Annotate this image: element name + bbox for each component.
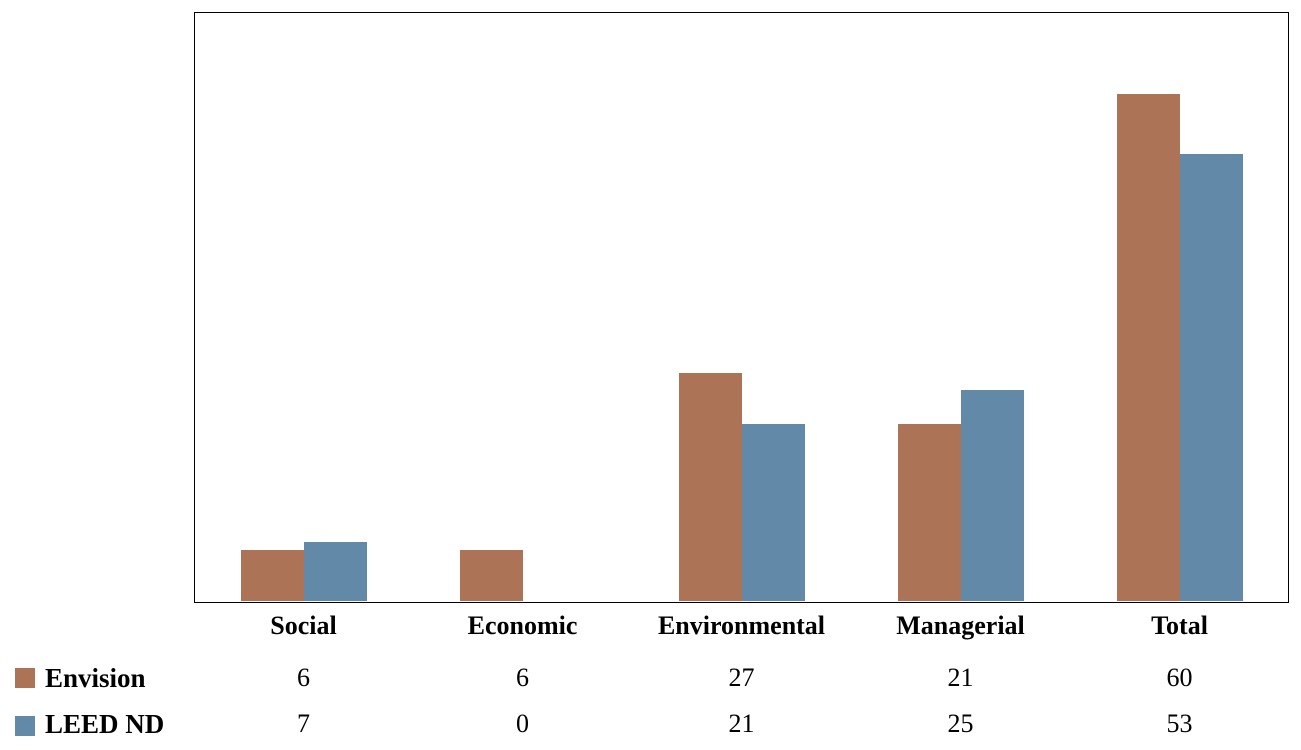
bar-envision-managerial [897,423,961,601]
bar-leed-nd-social [303,541,367,601]
category-label-total: Total [1151,611,1208,640]
bar-envision-environmental [678,373,742,601]
category-label-economic: Economic [467,611,578,640]
bar-envision-social [240,550,304,601]
table-value-leed-nd-managerial: 25 [947,709,974,738]
table-value-envision-total: 60 [1166,663,1193,692]
category-label-social: Social [270,611,337,640]
envision-legend-label: Envision [45,663,146,693]
table-value-leed-nd-total: 53 [1166,709,1193,738]
envision-legend-swatch [15,668,35,688]
table-value-envision-managerial: 21 [947,663,974,692]
table-value-leed-nd-environmental: 21 [728,709,755,738]
bar-leed-nd-managerial [960,389,1024,601]
table-value-envision-economic: 6 [516,663,529,692]
table-value-envision-social: 6 [297,663,310,692]
bar-leed-nd-environmental [741,423,805,601]
table-value-leed-nd-social: 7 [297,709,310,738]
table-value-envision-environmental: 27 [728,663,755,692]
leed-nd-legend-swatch [15,716,35,736]
bar-leed-nd-total [1179,153,1243,601]
bar-envision-economic [459,550,523,601]
category-label-environmental: Environmental [657,611,826,640]
leed-nd-legend-label: LEED ND [45,709,165,739]
category-label-managerial: Managerial [896,611,1025,640]
bar-envision-total [1116,94,1180,601]
table-value-leed-nd-economic: 0 [516,709,529,738]
